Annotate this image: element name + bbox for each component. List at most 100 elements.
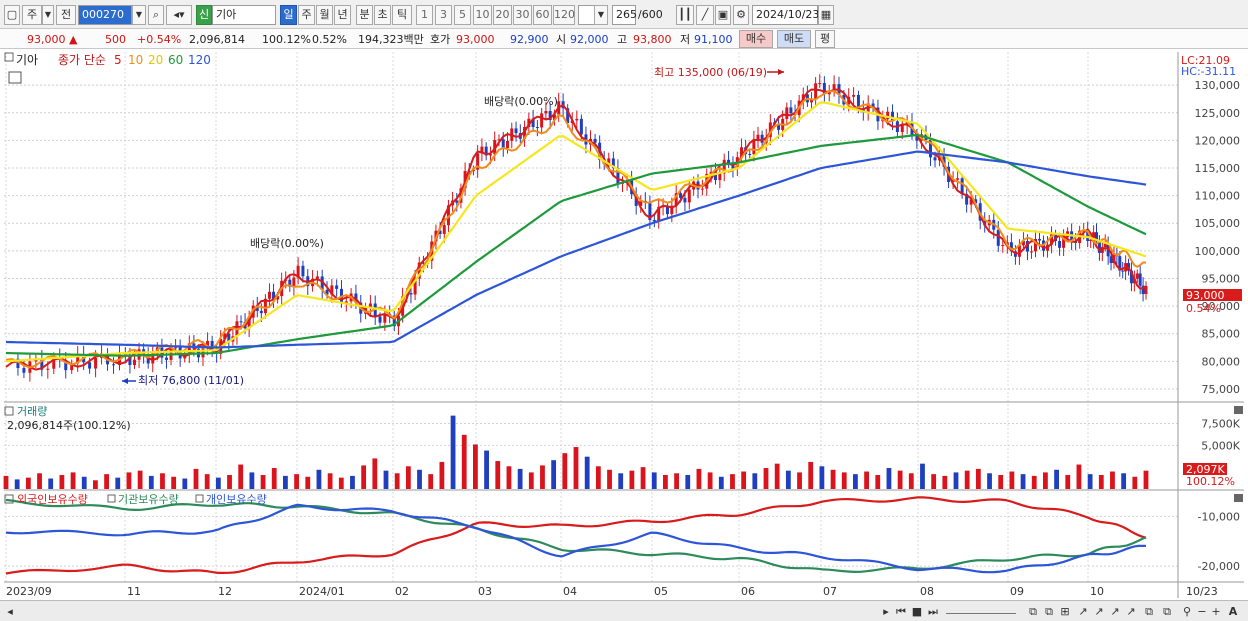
candle-body [263,298,267,314]
minute-20[interactable]: 20 [493,5,512,25]
minute-30[interactable]: 30 [513,5,532,25]
zoom-icon[interactable]: ⚲ [1182,605,1192,618]
x-axis-labels: 2023/09 11 12 2024/01 02 03 04 05 06 07 08 09 10 [6,585,1104,598]
volume-bar [819,466,825,489]
x-axis-label: 02 [395,585,409,598]
panel-collapse-icon[interactable] [4,52,14,62]
next-icon[interactable]: ⏭ [928,605,938,618]
x-axis-label: 10 [1090,585,1104,598]
volume-bar [182,478,188,489]
volume-collapse-icon[interactable] [4,406,14,416]
holding-collapse-icon[interactable] [4,494,14,504]
speaker-icon[interactable]: ◂▾ [166,5,192,25]
scroll-right-icon[interactable]: ▸ [883,605,889,618]
scroll-bar[interactable]: ◂ ▸ ⏮ ■ ⏭ ⧉ ⧉ ⊞ ↗ ↗ ↗ ↗ ⧉ ⧉ ⚲ − + A [0,600,1248,621]
period-day[interactable]: 일 [280,5,297,25]
calendar-icon[interactable]: ▦ [818,5,834,25]
minute-10[interactable]: 10 [473,5,492,25]
volume-bar [1098,475,1104,489]
holding-legend-foreign: 외국인보유수량 [17,493,88,506]
volume-bar [506,466,512,489]
candle-body [259,310,263,314]
volume-bar [383,470,389,489]
buy-button[interactable]: 매수 [739,30,773,48]
code-input[interactable]: 000270 [78,5,132,25]
calculator-icon[interactable] [8,71,22,84]
candle-body [174,347,178,349]
candle-body [548,110,552,120]
type-select[interactable]: 주 [22,5,42,25]
volume-bar [1031,475,1037,489]
minute-120[interactable]: 120 [553,5,575,25]
stop-icon[interactable]: ■ [911,605,923,618]
draw-b-icon[interactable]: ↗ [1094,605,1104,618]
date-input[interactable]: 2024/10/23 [752,5,819,25]
ma-line-5 [5,88,1147,371]
candle-body [748,154,752,156]
minute-5[interactable]: 5 [454,5,471,25]
search-icon[interactable]: ⌕ [148,5,164,25]
candle-body [527,118,531,127]
layout-icon[interactable]: ▢ [4,5,20,25]
draw-tool-icon[interactable]: ╱ [696,5,714,25]
interval-dropdown-icon[interactable]: ▼ [594,5,608,25]
layout-a-icon[interactable]: ⧉ [1029,605,1037,618]
zoom-out-icon[interactable]: − [1197,605,1207,618]
minute-1[interactable]: 1 [416,5,433,25]
layout-e-icon[interactable]: ⧉ [1163,605,1171,618]
candle-body [616,168,620,184]
period-week[interactable]: 주 [298,5,315,25]
volume-bar [853,474,858,489]
period-year[interactable]: 년 [334,5,351,25]
volume-bar [260,475,266,489]
draw-a-icon[interactable]: ↗ [1078,605,1088,618]
period-month[interactable]: 월 [316,5,333,25]
volume-close-icon[interactable] [1234,406,1243,414]
volume-bar [294,474,299,489]
minute-60[interactable]: 60 [533,5,552,25]
sell-button[interactable]: 매도 [777,30,811,48]
candle-body [929,139,933,158]
layout-d-icon[interactable]: ⧉ [1145,605,1153,618]
candle-body [670,205,674,215]
candle-body [421,262,425,264]
chevron-down-icon[interactable]: ▼ [42,5,54,25]
layout-c-icon[interactable]: ⊞ [1060,605,1070,618]
prev-button[interactable]: 전 [56,5,76,25]
candle-body [1021,241,1025,246]
draw-d-icon[interactable]: ↗ [1126,605,1136,618]
stock-chart[interactable]: 75,00080,00085,00090,00095,000100,000105… [0,49,1248,600]
candle-body [1062,237,1066,248]
period-second[interactable]: 초 [374,5,391,25]
panel-title: 기아 [16,53,38,67]
candle-body [722,159,726,174]
holding-line-0 [5,496,1147,575]
ma60-legend: 60 [168,53,183,67]
zoom-slider[interactable] [946,608,1016,614]
scroll-left-icon[interactable]: ◂ [7,605,13,618]
period-tick[interactable]: 틱 [392,5,412,25]
save-icon[interactable]: ▣ [715,5,731,25]
code-dropdown-icon[interactable]: ▼ [132,5,146,25]
font-size-icon[interactable]: A [1228,605,1238,618]
volume-last-tag [1183,463,1227,475]
gear-icon[interactable]: ⚙ [733,5,749,25]
bid-price: 92,900 [510,33,549,46]
candle-icon[interactable]: ┃┃ [676,5,694,25]
candle-body [476,153,480,170]
layout-b-icon[interactable]: ⧉ [1045,605,1053,618]
stock-name-field[interactable]: 기아 [212,5,276,25]
minute-3[interactable]: 3 [435,5,452,25]
first-icon[interactable]: ⏮ [896,605,906,618]
zoom-in-icon[interactable]: + [1211,605,1221,618]
eval-button[interactable]: 평 [815,30,835,48]
price-tick-label: 115,000 [1195,162,1241,175]
volume-bar [595,466,601,489]
draw-c-icon[interactable]: ↗ [1110,605,1120,618]
period-minute[interactable]: 분 [356,5,373,25]
candle-body [46,368,50,370]
count-input[interactable]: 265 [612,5,637,25]
holding-close-icon[interactable] [1234,494,1243,502]
candle-body [94,357,98,369]
price-tick-label: 85,000 [1202,328,1241,341]
